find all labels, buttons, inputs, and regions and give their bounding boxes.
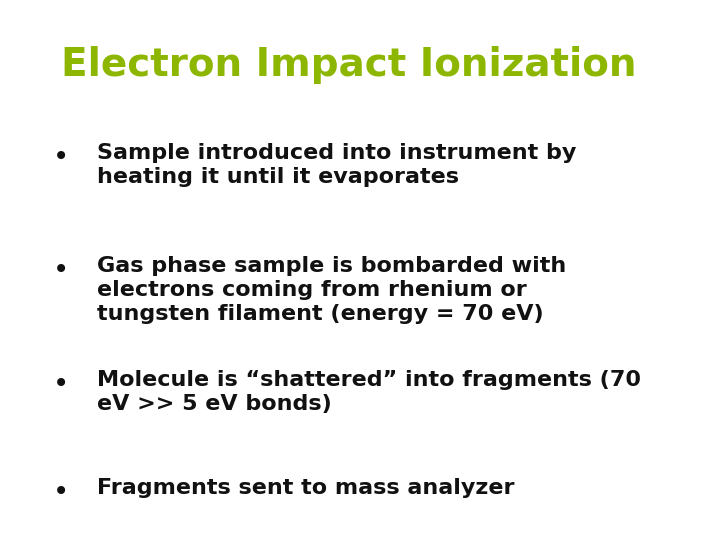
Text: Sample introduced into instrument by
heating it until it evaporates: Sample introduced into instrument by hea… [97, 143, 577, 187]
Text: •: • [53, 256, 69, 285]
Text: Gas phase sample is bombarded with
electrons coming from rhenium or
tungsten fil: Gas phase sample is bombarded with elect… [97, 256, 567, 325]
Text: Fragments sent to mass analyzer: Fragments sent to mass analyzer [97, 478, 515, 498]
Text: •: • [53, 478, 69, 506]
Text: Electron Impact Ionization: Electron Impact Ionization [61, 46, 636, 84]
Text: •: • [53, 143, 69, 171]
Text: Molecule is “shattered” into fragments (70
eV >> 5 eV bonds): Molecule is “shattered” into fragments (… [97, 370, 642, 414]
Text: •: • [53, 370, 69, 398]
